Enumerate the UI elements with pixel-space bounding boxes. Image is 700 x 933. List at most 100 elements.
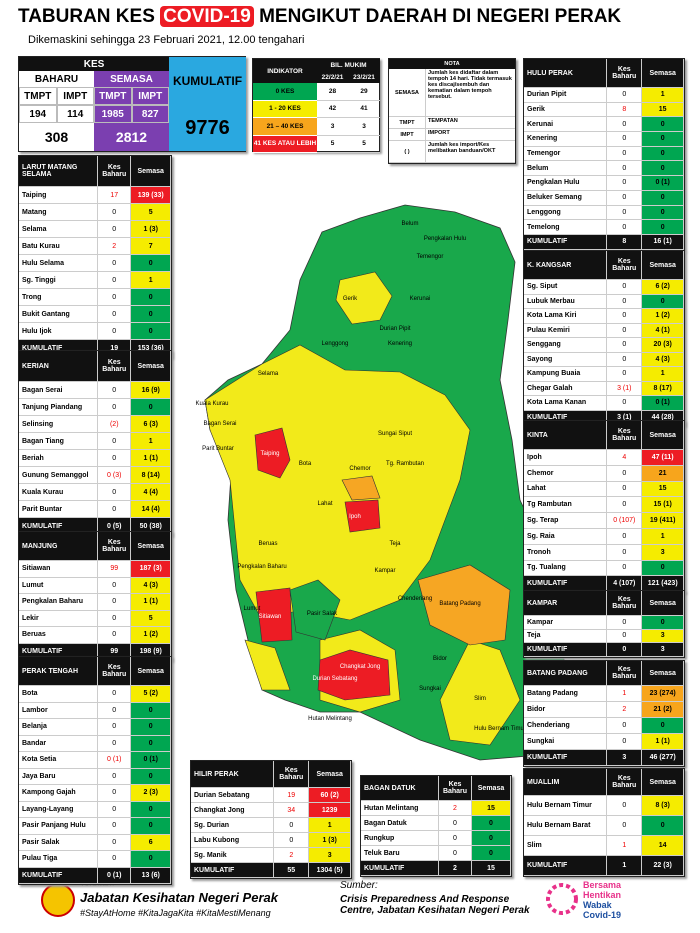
new-cases: 0: [607, 796, 643, 815]
kes-sub-label: TMPT: [19, 87, 57, 105]
locality-name: Lambor: [19, 702, 99, 718]
header-row: MUALLIM Kes Baharu Semasa: [524, 769, 684, 796]
new-cases: 0: [607, 88, 643, 102]
kes-value: 194: [19, 105, 57, 123]
district-row: Hulu Bernam Barat 0 0: [524, 816, 684, 836]
district-row: Trong 0 0: [19, 289, 171, 306]
total-new: 4 (107): [607, 576, 643, 592]
active-cases: 6 (2): [642, 280, 684, 294]
map-label: Pengkalan Hulu: [424, 236, 466, 242]
locality-name: Lumut: [19, 577, 99, 593]
new-cases: 0: [607, 280, 643, 294]
district-row: Sitiawan 99 187 (3): [19, 561, 171, 578]
district-table: MANJUNG Kes Baharu Semasa Sitiawan 99 187 (3)…: [18, 531, 172, 661]
new-cases: 0: [607, 176, 643, 190]
map-label: Pasir Salak: [307, 611, 338, 617]
map-label: Parit Buntar: [202, 446, 234, 452]
active-cases: 0: [642, 132, 684, 146]
new-cases: 99: [98, 561, 132, 577]
total-row: KUMULATIF 3 46 (277): [524, 750, 684, 766]
district-row: Slim 1 14: [524, 836, 684, 856]
locality-name: Gunung Semanggol: [19, 467, 99, 483]
new-cases: 0: [98, 255, 132, 271]
new-cases: 0: [607, 323, 643, 337]
column-header: Semasa: [472, 776, 511, 800]
column-header: Kes Baharu: [607, 661, 643, 685]
active-cases: 20 (3): [642, 338, 684, 352]
title-post: MENGIKUT DAERAH DI NEGERI PERAK: [259, 6, 622, 27]
locality-name: Kerunai: [524, 117, 608, 132]
new-cases: 0: [607, 294, 643, 308]
new-cases: 0: [607, 616, 643, 629]
total-active: 15: [472, 861, 511, 875]
indicator-title: INDIKATOR: [253, 59, 317, 83]
active-cases: 0: [642, 220, 684, 234]
indicator-count: 3: [317, 118, 348, 136]
district-row: Hulu Bernam Timur 0 8 (3): [524, 796, 684, 816]
column-header: Kes Baharu: [439, 776, 472, 800]
indicator-count: 29: [348, 83, 380, 101]
chemor-zone: [341, 475, 381, 501]
locality-name: Bagan Serai: [19, 382, 99, 398]
locality-name: Sayong: [524, 352, 608, 366]
active-cases: 0: [131, 818, 171, 834]
source: Crisis Preparedness And Response Centre,…: [340, 894, 530, 916]
total-new: 0 (1): [98, 867, 132, 883]
active-cases: 14 (4): [131, 501, 171, 517]
district-row: Kampar 0 0: [524, 616, 684, 630]
new-cases: 0: [98, 785, 132, 801]
locality-name: Teluk Baru: [361, 846, 439, 860]
slogan-icon: [546, 883, 578, 915]
active-cases: 1 (2): [131, 627, 171, 643]
sumber: Sumber:: [340, 880, 378, 891]
active-cases: 1: [131, 272, 171, 288]
column-header: Semasa: [642, 59, 684, 87]
locality-name: Hutan Melintang: [361, 801, 439, 815]
header-row: KINTA Kes Baharu Semasa: [524, 421, 684, 450]
slogan-line: Hentikan: [583, 890, 622, 900]
district-row: Bidor 2 21 (2): [524, 702, 684, 718]
district-row: Durian Sebatang 19 60 (2): [191, 788, 351, 803]
district-row: Pengkalan Hulu 0 0 (1): [524, 176, 684, 191]
new-cases: 0: [98, 306, 132, 322]
district-table: HULU PERAK Kes Baharu Semasa Durian Pipit 0 1…: [523, 58, 685, 251]
yellow-zone: [204, 344, 471, 621]
district-row: Sg. Tinggi 0 1: [19, 272, 171, 289]
kes-total: 308: [44, 129, 69, 145]
new-cases: 0: [98, 382, 132, 398]
district-row: Pengkalan Baharu 0 1 (1): [19, 594, 171, 611]
active-cases: 3: [642, 544, 684, 560]
total-row: KUMULATIF 0 (1) 13 (6): [19, 867, 171, 884]
new-cases: 2: [274, 848, 310, 862]
active-cases: 0: [642, 146, 684, 161]
total-new: 19: [98, 340, 132, 356]
map-label: Bidor: [433, 656, 447, 662]
total-row: KUMULATIF 55 1304 (5): [191, 863, 351, 878]
district-name: KERIAN: [19, 351, 99, 381]
kes-sub-label: TMPT: [94, 87, 132, 105]
active-cases: 21: [642, 465, 684, 481]
locality-name: Durian Sebatang: [191, 788, 275, 802]
indicator-count: 3: [348, 118, 380, 136]
map-label: Kuala Kurau: [195, 401, 228, 407]
total-new: 0 (5): [98, 518, 132, 534]
nota-text: TEMPATAN: [425, 117, 515, 129]
new-cases: 0 (1): [98, 752, 132, 768]
indicator-table: INDIKATOR BIL. MUKIM 22/2/21 23/2/21 0 KES 28…: [252, 58, 380, 153]
active-cases: 8 (14): [131, 467, 171, 483]
active-cases: 0: [472, 816, 511, 830]
new-cases: 0: [98, 686, 132, 702]
district-row: Kota Lama Kiri 0 1 (2): [524, 309, 684, 324]
active-cases: 1 (1): [131, 450, 171, 466]
map-label: Belum: [401, 221, 418, 227]
new-cases: (2): [98, 416, 132, 432]
map-label: Taiping: [260, 451, 279, 457]
kumulatif-label: KUMULATIF: [169, 57, 246, 105]
district-row: Kerunai 0 0: [524, 117, 684, 133]
map-label: Chenderiang: [398, 596, 432, 602]
total-active: 16 (1): [642, 234, 684, 249]
new-cases: 2: [607, 702, 643, 717]
map-label: Lumut: [244, 606, 261, 612]
active-cases: 7: [131, 238, 171, 254]
active-cases: 0: [131, 801, 171, 817]
